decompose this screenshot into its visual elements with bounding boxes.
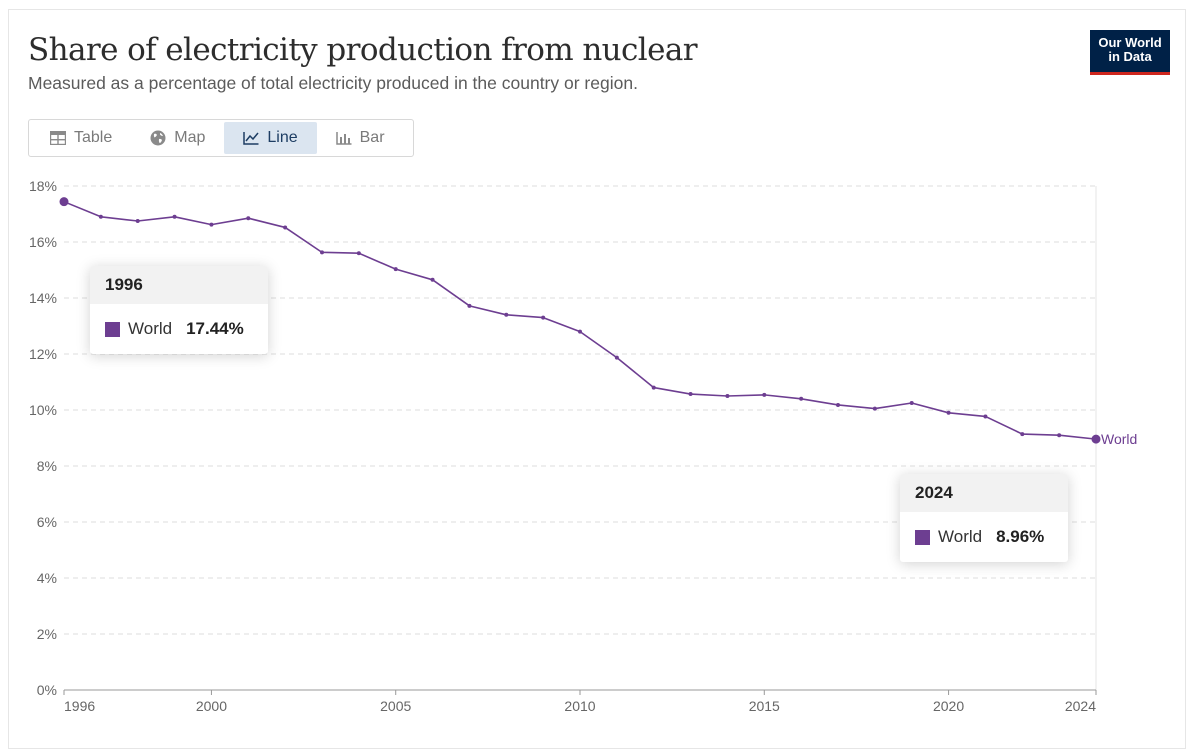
line-chart-icon	[243, 132, 259, 145]
line-chart: 0% 2% 4% 6% 8% 10% 12% 14% 16% 18% 1996 2000 2005 201…	[29, 178, 1137, 714]
table-icon	[50, 131, 66, 145]
data-point	[1020, 432, 1025, 437]
y-tick-label: 4%	[37, 570, 57, 586]
data-point	[320, 250, 324, 255]
y-tick-label: 14%	[29, 290, 57, 306]
data-point	[246, 216, 251, 221]
data-point	[651, 385, 656, 390]
data-point	[578, 329, 582, 334]
data-point	[872, 406, 877, 411]
tab-line-label: Line	[267, 129, 298, 146]
data-point	[209, 222, 214, 227]
y-tick-label: 0%	[37, 682, 57, 698]
data-point	[467, 303, 472, 308]
tooltip-start-year: 1996	[90, 266, 268, 304]
page-subtitle: Measured as a percentage of total electr…	[28, 73, 638, 93]
tooltip-start-value: 17.44%	[186, 319, 244, 338]
data-point	[541, 315, 546, 320]
data-point	[762, 392, 767, 397]
data-point	[725, 394, 730, 398]
x-tick-label: 1996	[64, 698, 95, 714]
y-tick-label: 16%	[29, 234, 57, 250]
y-tick-label: 6%	[37, 514, 57, 530]
y-tick-label: 10%	[29, 402, 57, 418]
data-point	[135, 219, 140, 223]
globe-icon	[150, 130, 166, 146]
tab-bar-label: Bar	[359, 129, 385, 146]
tooltip-end-series: World	[938, 527, 983, 546]
y-tick-label: 18%	[29, 178, 57, 194]
tooltip-start: 1996 World 17.44%	[90, 266, 268, 354]
tab-table[interactable]: Table	[31, 122, 131, 154]
x-tick-label: 2024	[1065, 698, 1096, 714]
data-point	[983, 414, 988, 419]
data-point	[59, 197, 69, 207]
tab-bar[interactable]: Bar	[317, 122, 404, 154]
data-point	[1091, 434, 1101, 444]
data-point	[614, 355, 619, 360]
data-point	[1057, 433, 1062, 438]
data-point	[393, 267, 398, 272]
data-point	[909, 401, 914, 405]
data-point	[688, 392, 693, 397]
data-point	[98, 214, 103, 219]
tab-map-label: Map	[174, 129, 206, 146]
tooltip-start-swatch	[105, 321, 120, 337]
x-tick-label: 2020	[933, 698, 964, 714]
series-end-label: World	[1101, 431, 1137, 447]
y-tick-label: 12%	[29, 346, 57, 362]
x-tick-label: 2005	[380, 698, 411, 714]
owid-logo[interactable]: Our World in Data	[1090, 30, 1170, 75]
logo-line-1: Our World	[1098, 35, 1162, 50]
y-tick-label: 2%	[37, 626, 57, 642]
tooltip-end: 2024 World 8.96%	[900, 474, 1068, 562]
data-point	[172, 214, 177, 219]
tooltip-end-value: 8.96%	[996, 527, 1045, 546]
data-point	[836, 402, 840, 407]
tab-line[interactable]: Line	[224, 122, 317, 154]
tab-map[interactable]: Map	[131, 122, 224, 154]
data-point	[356, 251, 361, 256]
logo-line-2: in Data	[1108, 49, 1152, 64]
data-point	[504, 312, 509, 317]
tab-table-label: Table	[74, 129, 113, 146]
tooltip-start-series: World	[128, 319, 173, 338]
data-point	[946, 410, 951, 415]
data-point	[430, 277, 435, 282]
data-point	[283, 225, 288, 230]
x-tick-label: 2000	[196, 698, 227, 714]
x-tick-label: 2015	[749, 698, 780, 714]
x-tick-label: 2010	[564, 698, 595, 714]
view-tabs: Table Map Line Bar	[28, 119, 414, 157]
tooltip-end-swatch	[915, 529, 930, 545]
y-tick-label: 8%	[37, 458, 57, 474]
page-title: Share of electricity production from nuc…	[28, 32, 698, 68]
tooltip-end-year: 2024	[900, 474, 1068, 512]
data-point	[799, 396, 804, 401]
bar-chart-icon	[335, 132, 352, 145]
